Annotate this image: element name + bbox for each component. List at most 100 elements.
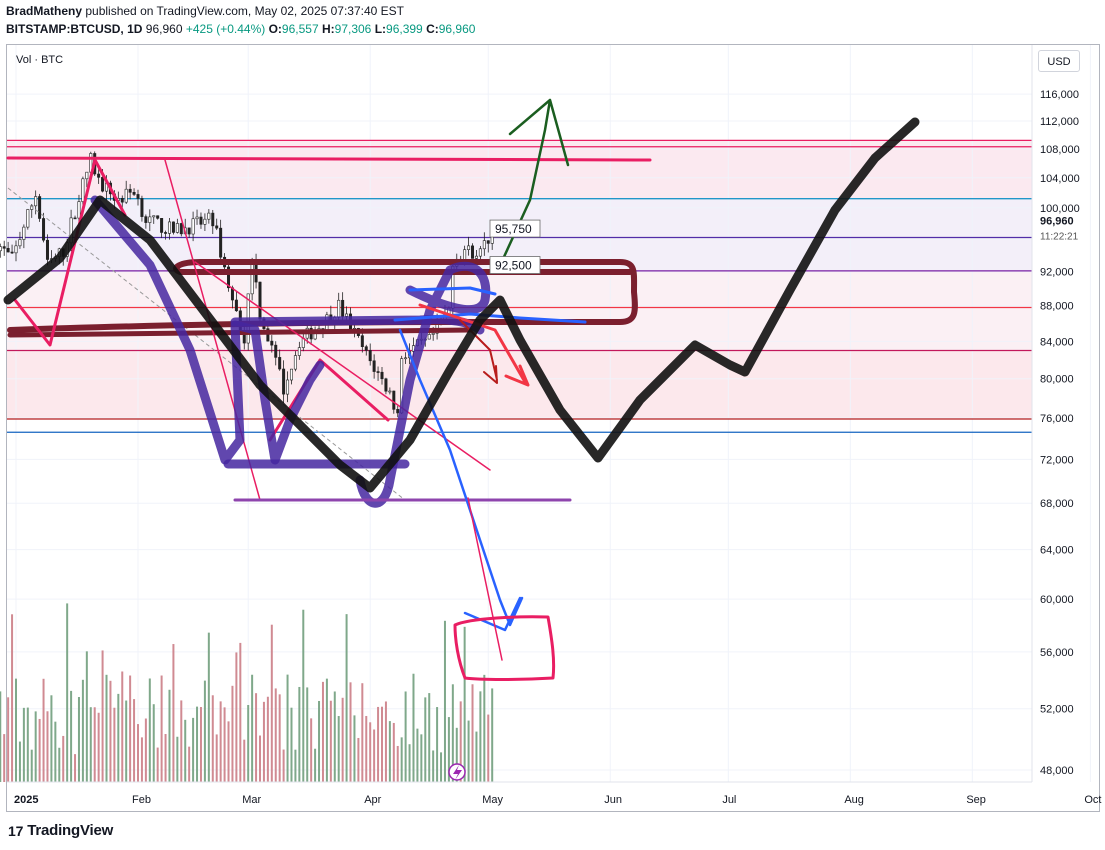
candle	[203, 213, 207, 232]
volume-bar	[384, 701, 387, 782]
volume-bar	[447, 717, 450, 782]
candle-body	[250, 260, 254, 295]
candle-body	[234, 299, 238, 312]
volume-bar	[137, 724, 139, 782]
candle	[164, 230, 168, 240]
volume-bar	[26, 707, 29, 782]
volume-bar	[440, 752, 443, 782]
candle-body	[136, 194, 140, 199]
candle-body	[258, 281, 262, 320]
volume-bar	[467, 720, 470, 782]
candle	[140, 195, 144, 222]
volume-bar	[345, 614, 348, 782]
horizontal-levels[interactable]	[7, 139, 1032, 433]
price-tick-label: 84,000	[1040, 336, 1074, 348]
symbol-info: BITSTAMP:BTCUSD, 1D 96,960 +425 (+0.44%)…	[6, 22, 475, 36]
candle	[278, 349, 282, 371]
volume-bar	[219, 701, 222, 782]
volume-bars	[0, 603, 494, 782]
candle	[77, 194, 81, 223]
candle-body	[85, 171, 89, 180]
volume-bar	[15, 678, 17, 782]
candle	[270, 335, 274, 353]
currency-button[interactable]: USD	[1038, 50, 1080, 72]
candle-body	[73, 217, 77, 220]
candle	[132, 188, 136, 196]
symbol-name[interactable]: BITSTAMP:BTCUSD, 1D	[6, 22, 143, 36]
candle	[38, 193, 42, 222]
volume-bar	[77, 697, 80, 782]
candle	[85, 171, 89, 188]
red-down-line	[467, 497, 503, 661]
blue-lower	[393, 312, 587, 324]
candle	[167, 218, 171, 240]
volume-bar	[50, 695, 53, 782]
candle	[81, 176, 85, 206]
time-tick-label: Feb	[132, 794, 151, 806]
candle	[404, 352, 408, 364]
candle	[293, 351, 297, 372]
candle	[187, 227, 191, 238]
volume-bar	[451, 684, 454, 782]
volume-bar	[243, 739, 246, 782]
author-name[interactable]: BradMatheny	[6, 4, 83, 18]
candle-body	[195, 216, 199, 220]
volume-bar	[282, 749, 285, 782]
candle-body	[345, 313, 349, 317]
candle	[282, 360, 286, 403]
candle	[471, 243, 475, 259]
volume-bar	[400, 737, 403, 782]
time-axis[interactable]: 2025 Feb Mar Apr May Jun Jul Aug Sep Oct	[7, 781, 1102, 806]
volume-bar	[420, 734, 423, 782]
volume-bar	[188, 746, 191, 782]
volume-bar	[196, 706, 199, 782]
volume-bar	[318, 700, 321, 782]
close-label: C:	[426, 22, 439, 36]
volume-bar	[164, 733, 167, 782]
time-tick-label: Jul	[722, 794, 736, 806]
volume-bar	[121, 671, 124, 782]
candle-body	[364, 346, 368, 351]
candle	[26, 208, 30, 230]
candle	[467, 236, 471, 256]
candle	[199, 212, 203, 229]
volume-bar	[66, 603, 69, 782]
candle	[215, 218, 219, 231]
price-tick-label: 76,000	[1040, 413, 1074, 425]
volume-bar	[93, 707, 96, 782]
price-change: +425 (+0.44%)	[185, 22, 266, 36]
volume-bar	[321, 681, 324, 782]
candle-body	[337, 299, 341, 318]
volume-bar	[160, 675, 163, 782]
candle	[0, 243, 2, 258]
candle-body	[211, 212, 215, 227]
time-tick-label: Sep	[966, 794, 986, 806]
candle-body	[380, 371, 384, 380]
candle-body	[160, 218, 164, 233]
candle-body	[203, 218, 207, 225]
tradingview-logo[interactable]: 17 TradingView	[8, 822, 113, 839]
volume-bar	[314, 748, 317, 782]
zone-bottom	[7, 350, 1032, 420]
last-price-label: 96,960	[1040, 215, 1074, 227]
volume-bar	[424, 697, 427, 782]
candle	[384, 377, 388, 395]
volume-bar	[357, 737, 360, 782]
candle-body	[376, 371, 380, 373]
price-tick-label: 108,000	[1040, 144, 1080, 156]
price-axis[interactable]: 48,000 52,000 56,000 60,000 64,000 68,000 72,0…	[1031, 45, 1080, 782]
candle-body	[128, 188, 132, 193]
volume-bar	[443, 620, 446, 782]
candle	[128, 184, 132, 200]
volume-bar	[436, 707, 439, 782]
volume-bar	[373, 729, 376, 782]
candle-body	[289, 368, 293, 381]
volume-bar	[223, 707, 226, 782]
last-price: 96,960	[145, 22, 183, 36]
volume-bar	[278, 694, 281, 782]
candle	[207, 209, 211, 224]
volume-bar	[22, 707, 25, 782]
candle	[364, 344, 368, 356]
price-labels: 95,750 92,500	[489, 219, 541, 274]
